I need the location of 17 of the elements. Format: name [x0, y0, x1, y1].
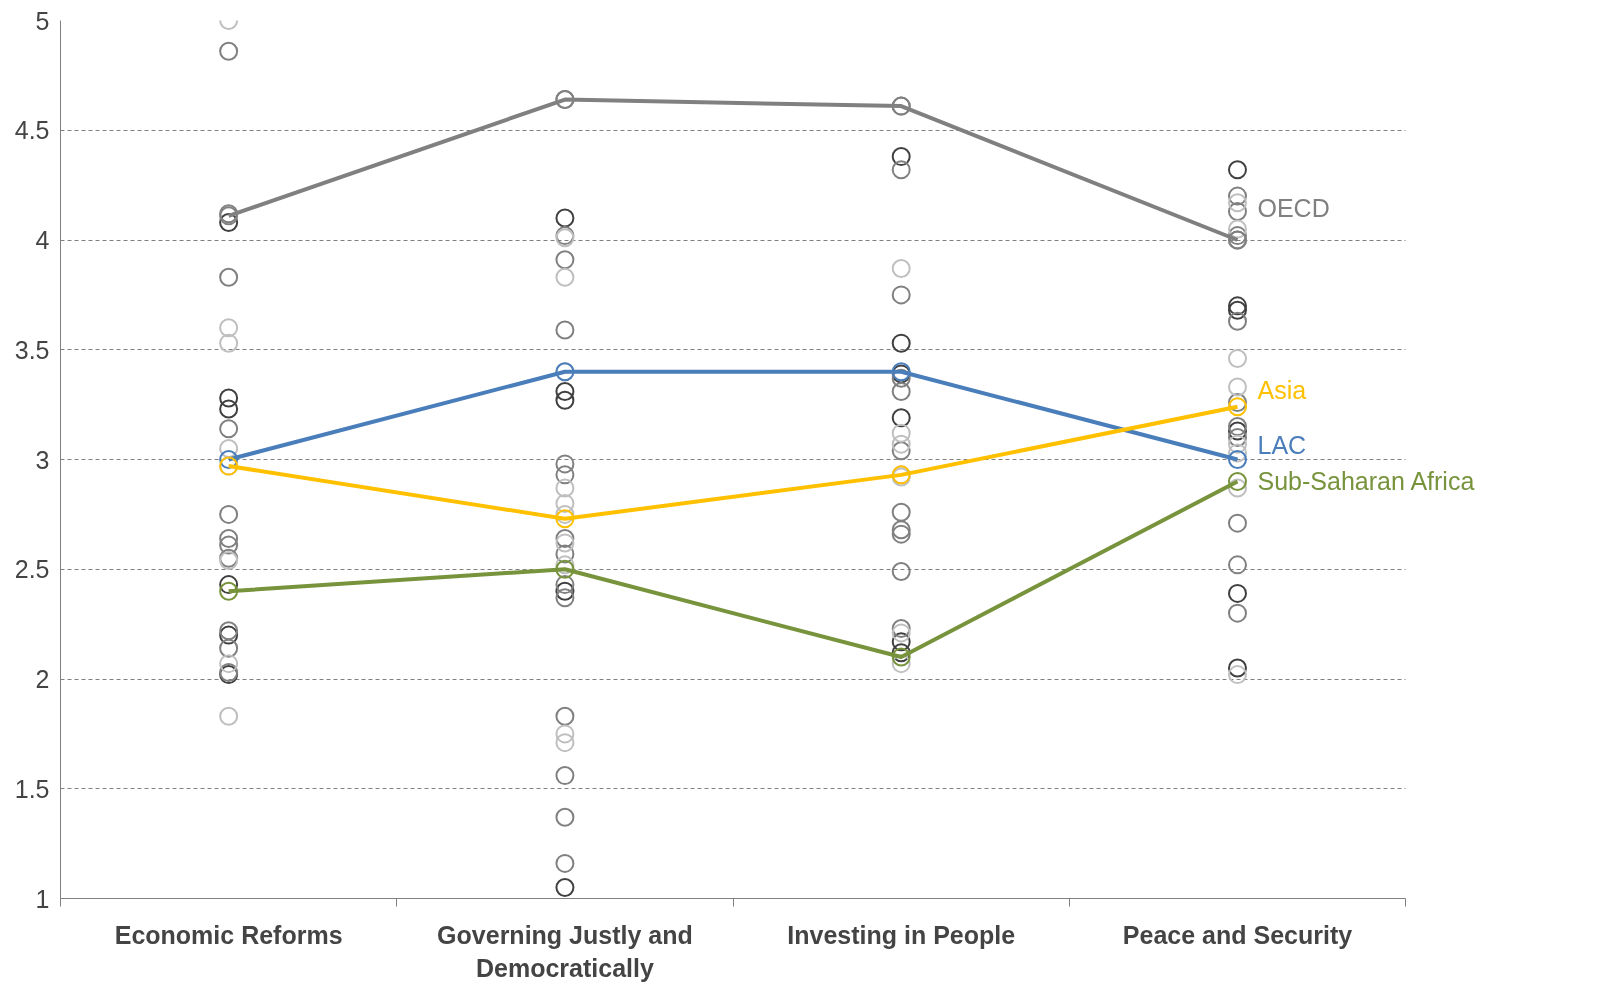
y-tick-label: 3.5	[14, 335, 50, 364]
y-tick-label: 4	[35, 226, 50, 254]
x-tick-label: Governing Justly and Democratically	[437, 920, 693, 983]
series-label: Sub-Saharan Africa	[1257, 467, 1475, 496]
x-tick-label: Investing in People	[787, 920, 1016, 949]
series-label: Asia	[1257, 375, 1307, 404]
y-tick-label: 2.5	[14, 555, 50, 584]
x-tick-label: Peace and Security	[1122, 920, 1353, 949]
x-tick-label: Economic Reforms	[114, 920, 343, 949]
y-tick-label: 1.5	[14, 774, 50, 803]
y-tick-label: 3	[35, 445, 50, 474]
y-tick-label: 1	[35, 884, 50, 913]
y-tick-label: 4.5	[14, 116, 50, 145]
y-tick-label: 5	[35, 6, 50, 35]
y-tick-label: 2	[35, 665, 50, 693]
series-label: LAC	[1257, 430, 1307, 459]
series-label: OECD	[1257, 194, 1330, 222]
